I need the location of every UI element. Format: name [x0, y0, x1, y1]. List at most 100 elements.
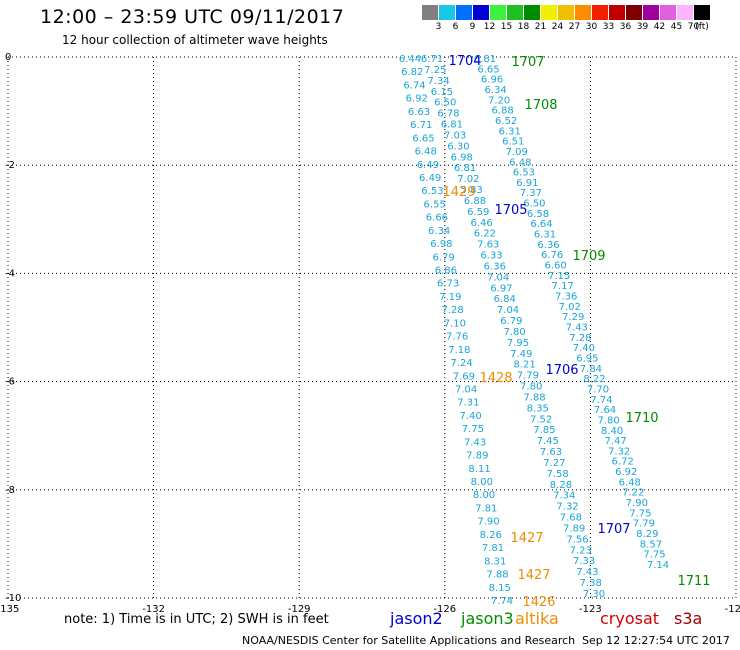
swh-value: 6.71 [410, 120, 432, 131]
lon-tick-label: -135 [0, 604, 19, 615]
swh-value: 6.58 [527, 209, 549, 220]
swh-value: 7.37 [520, 188, 542, 199]
swh-value: 7.68 [560, 513, 582, 524]
swh-value: 7.28 [569, 333, 591, 344]
legend-item-jason2: jason2 [390, 609, 443, 628]
lat-tick-label: -2 [5, 160, 15, 171]
swh-value: 7.84 [580, 364, 602, 375]
scale-swatch [626, 5, 643, 20]
swh-value: 7.80 [597, 415, 619, 426]
swh-value: 8.40 [601, 426, 623, 437]
scale-swatch [456, 5, 473, 20]
swh-value: 6.84 [494, 294, 516, 305]
swh-value: 6.82 [401, 67, 423, 78]
swh-value: 7.81 [482, 543, 504, 554]
legend-item-cryosat: cryosat [600, 609, 660, 628]
scale-label: 12 [483, 22, 496, 32]
swh-value: 7.63 [477, 240, 499, 251]
units-note: note: 1) Time is in UTC; 2) SWH is in fe… [64, 612, 329, 627]
swh-value: 7.23 [570, 545, 592, 556]
scale-swatch [558, 5, 575, 20]
scale-label: 24 [551, 22, 564, 32]
swh-value: 7.43 [576, 567, 598, 578]
map-axes: -135 -132 -129 -126 -123 -120 0 -2 -4 -6 -8 -10 [0, 52, 740, 615]
swh-value: 7.33 [573, 556, 595, 567]
swh-value: 7.90 [477, 517, 499, 528]
swh-value: 6.34 [428, 226, 450, 237]
scale-label: 36 [619, 22, 632, 32]
swh-value: 7.43 [464, 437, 486, 448]
pass-number-label: 1707 [597, 522, 630, 537]
swh-value: 6.44 [399, 54, 421, 65]
swh-value: 7.09 [506, 147, 528, 158]
pass-number-label: 1707 [511, 55, 544, 70]
swh-value: 8.31 [484, 556, 506, 567]
swh-value: 7.95 [507, 338, 529, 349]
swh-value: 7.04 [487, 272, 509, 283]
scale-swatch [490, 5, 507, 20]
swh-value: 7.85 [533, 425, 555, 436]
swh-value: 7.79 [633, 519, 655, 530]
swh-value: 7.43 [566, 322, 588, 333]
swh-value: 6.64 [530, 219, 552, 230]
swh-value: 8.00 [471, 477, 493, 488]
swh-value: 6.53 [513, 168, 535, 179]
pass-number-label: 1429 [442, 185, 475, 200]
swh-value: 7.79 [517, 371, 539, 382]
swh-value: 6.97 [490, 283, 512, 294]
swh-value: 6.65 [477, 64, 499, 75]
swh-value: 7.28 [442, 305, 464, 316]
swh-value: 6.92 [615, 467, 637, 478]
generated-timestamp: Sep 12 12:27:54 UTC 2017 [582, 634, 730, 647]
swh-value: 6.36 [484, 261, 506, 272]
swh-value: 6.86 [435, 266, 457, 277]
swh-value: 7.02 [457, 174, 479, 185]
swh-value: 6.81 [454, 163, 476, 174]
swh-value: 6.31 [534, 230, 556, 241]
swh-value: 6.34 [484, 85, 506, 96]
swh-value: 6.36 [537, 240, 559, 251]
scale-swatch [592, 5, 609, 20]
swh-value: 6.81 [441, 120, 463, 131]
swh-value: 6.33 [480, 251, 502, 262]
scale-swatch [694, 5, 711, 20]
swh-value: 8.35 [527, 403, 549, 414]
scale-label: 33 [602, 22, 615, 32]
scale-label: 18 [517, 22, 530, 32]
swh-value: 6.48 [509, 157, 531, 168]
scale-swatch [660, 5, 677, 20]
swh-value: 6.91 [516, 178, 538, 189]
swh-value: 7.38 [580, 578, 602, 589]
swh-value: 7.27 [543, 458, 565, 469]
swh-value: 8.26 [480, 530, 502, 541]
swh-value: 7.52 [530, 414, 552, 425]
swh-value: 6.48 [415, 147, 437, 158]
swh-value: 6.50 [434, 98, 456, 109]
pass-number-label: 1711 [677, 574, 710, 589]
swh-value: 7.75 [643, 550, 665, 561]
pass-number-label: 1427 [510, 531, 543, 546]
swh-value: 5.83 [461, 185, 483, 196]
swh-value: 6.81 [474, 54, 496, 65]
swh-value: 7.74 [590, 395, 612, 406]
swh-value: 7.04 [497, 305, 519, 316]
scale-label: 30 [585, 22, 598, 32]
swh-value: 8.28 [550, 480, 572, 491]
swh-value: 6.92 [406, 94, 428, 105]
swh-value: 7.19 [439, 292, 461, 303]
legend-item-s3a: s3a [674, 609, 703, 628]
swh-value: 7.81 [475, 503, 497, 514]
lon-tick-label: -129 [288, 604, 311, 615]
swh-value: 7.58 [546, 469, 568, 480]
swh-value: 7.70 [587, 384, 609, 395]
swh-value: 8.11 [468, 464, 490, 475]
swh-value: 8.00 [473, 490, 495, 501]
swh-value: 6.79 [433, 252, 455, 263]
swh-value: 7.49 [510, 349, 532, 360]
lat-tick-label: 0 [5, 52, 11, 63]
pass-number-label: 1426 [522, 595, 555, 610]
swh-value: 6.73 [437, 279, 459, 290]
swh-value: 6.96 [481, 75, 503, 86]
swh-value: 7.88 [523, 392, 545, 403]
